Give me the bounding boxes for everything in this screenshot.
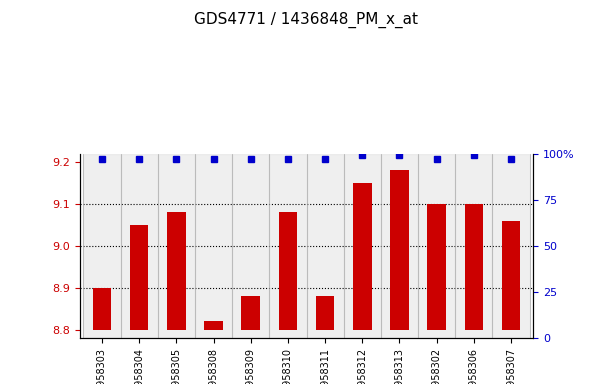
Bar bbox=[492, 154, 530, 338]
Bar bbox=[306, 154, 344, 338]
Bar bbox=[316, 296, 334, 329]
Bar bbox=[195, 154, 232, 338]
Bar bbox=[269, 154, 306, 338]
Bar bbox=[344, 154, 381, 338]
Bar bbox=[93, 288, 112, 329]
Bar bbox=[353, 183, 371, 329]
Bar bbox=[501, 221, 520, 329]
Bar bbox=[121, 154, 158, 338]
Bar bbox=[242, 296, 260, 329]
Bar bbox=[83, 154, 121, 338]
Bar bbox=[465, 204, 483, 329]
Bar bbox=[279, 212, 297, 329]
Bar bbox=[167, 212, 186, 329]
Text: GDS4771 / 1436848_PM_x_at: GDS4771 / 1436848_PM_x_at bbox=[194, 12, 419, 28]
Bar bbox=[381, 154, 418, 338]
Bar bbox=[204, 321, 223, 329]
Bar bbox=[418, 154, 455, 338]
Bar bbox=[390, 170, 409, 329]
Bar bbox=[232, 154, 269, 338]
Bar bbox=[455, 154, 492, 338]
Bar bbox=[130, 225, 148, 329]
Bar bbox=[158, 154, 195, 338]
Bar bbox=[427, 204, 446, 329]
